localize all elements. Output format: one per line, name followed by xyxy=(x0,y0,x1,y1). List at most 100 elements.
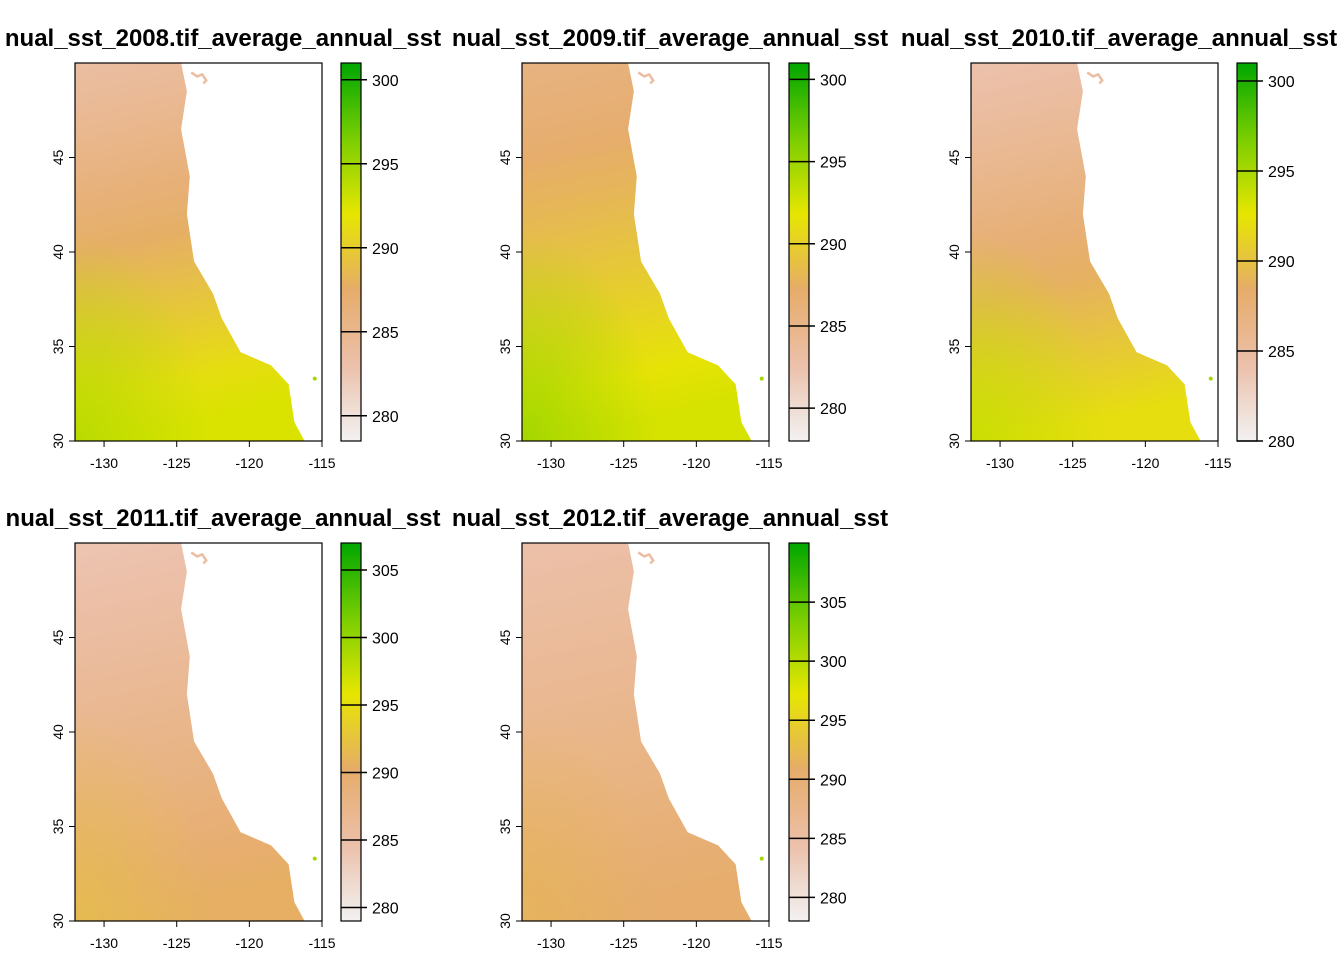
legend-tick-label: 295 xyxy=(820,155,847,172)
y-tick-label: 30 xyxy=(497,913,513,929)
x-tick-label: -115 xyxy=(1205,455,1232,471)
sst-raster-warm-area xyxy=(971,63,1201,441)
x-tick-label: -115 xyxy=(756,455,783,471)
y-tick-label: 45 xyxy=(497,150,513,166)
legend-tick-label: 280 xyxy=(820,401,847,418)
legend-tick-label: 305 xyxy=(372,563,399,580)
x-tick-label: -130 xyxy=(986,455,1014,471)
panel-title: nual_sst_2011.tif_average_annual_sst xyxy=(6,505,441,532)
legend-colorbar: 280 285 290 295 300 305 xyxy=(340,542,399,922)
y-tick-label: 40 xyxy=(497,244,513,260)
legend-bar xyxy=(788,542,810,922)
map-panel-3: nual_sst_2010.tif_average_annual_sst -130… xyxy=(901,25,1337,471)
sst-raster-warm-area xyxy=(522,543,752,921)
x-tick-label: -120 xyxy=(682,935,710,951)
map-panel-4: nual_sst_2011.tif_average_annual_sst -130… xyxy=(6,505,441,951)
legend-tick-label: 290 xyxy=(820,772,847,789)
x-tick-label: -125 xyxy=(610,935,638,951)
legend-colorbar: 280 285 290 295 300 xyxy=(1236,62,1295,451)
sst-raster-warm-area xyxy=(522,63,752,441)
legend-tick-label: 285 xyxy=(820,319,847,336)
y-tick-label: 40 xyxy=(50,724,66,740)
sst-raster-warm-area xyxy=(75,63,305,441)
legend-tick-label: 280 xyxy=(820,890,847,907)
y-tick-label: 30 xyxy=(50,433,66,449)
legend-tick-label: 290 xyxy=(1268,254,1295,271)
inland-water xyxy=(1086,71,1104,85)
salton-sea xyxy=(312,856,317,861)
legend-tick-label: 280 xyxy=(372,409,399,426)
legend-bar xyxy=(340,542,362,922)
legend-tick-label: 285 xyxy=(1268,344,1295,361)
x-tick-label: -130 xyxy=(90,935,118,951)
y-tick-label: 45 xyxy=(946,150,962,166)
legend-bar xyxy=(788,62,810,442)
map-panel-1: nual_sst_2008.tif_average_annual_sst -130… xyxy=(5,25,441,471)
salton-sea xyxy=(312,376,317,381)
legend-tick-label: 290 xyxy=(372,766,399,783)
salton-sea xyxy=(759,376,764,381)
x-tick-label: -125 xyxy=(1059,455,1087,471)
y-tick-label: 40 xyxy=(946,244,962,260)
y-tick-label: 45 xyxy=(50,630,66,646)
y-tick-label: 35 xyxy=(50,339,66,355)
y-tick-label: 40 xyxy=(50,244,66,260)
panel-title: nual_sst_2012.tif_average_annual_sst xyxy=(452,505,888,532)
legend-tick-label: 285 xyxy=(820,831,847,848)
inland-water xyxy=(190,551,208,565)
y-tick-label: 45 xyxy=(50,150,66,166)
legend-colorbar: 280 285 290 295 300 xyxy=(340,62,399,442)
legend-colorbar: 280 285 290 295 300 xyxy=(788,62,847,442)
legend-tick-label: 295 xyxy=(372,157,399,174)
x-tick-label: -130 xyxy=(90,455,118,471)
inland-water xyxy=(637,551,655,565)
y-tick-label: 35 xyxy=(497,339,513,355)
legend-tick-label: 300 xyxy=(372,631,399,648)
panel-title: nual_sst_2008.tif_average_annual_sst xyxy=(5,25,441,52)
y-tick-label: 30 xyxy=(50,913,66,929)
panel-title: nual_sst_2010.tif_average_annual_sst xyxy=(901,25,1337,52)
salton-sea xyxy=(1208,376,1213,381)
y-tick-label: 30 xyxy=(497,433,513,449)
x-tick-label: -125 xyxy=(163,455,191,471)
x-tick-label: -130 xyxy=(537,935,565,951)
x-tick-label: -115 xyxy=(309,455,336,471)
legend-tick-label: 295 xyxy=(372,698,399,715)
legend-tick-label: 300 xyxy=(820,72,847,89)
x-tick-label: -120 xyxy=(1131,455,1159,471)
inland-water xyxy=(637,71,655,85)
legend-tick-label: 300 xyxy=(820,654,847,671)
legend-tick-label: 285 xyxy=(372,833,399,850)
legend-tick-label: 300 xyxy=(372,73,399,90)
x-tick-label: -120 xyxy=(235,935,263,951)
legend-bar xyxy=(340,62,362,442)
salton-sea xyxy=(759,856,764,861)
inland-water xyxy=(190,71,208,85)
legend-tick-label: 290 xyxy=(372,241,399,258)
legend-bar xyxy=(1236,62,1258,442)
y-tick-label: 30 xyxy=(946,433,962,449)
map-panel-5: nual_sst_2012.tif_average_annual_sst -130… xyxy=(452,505,888,951)
legend-tick-label: 290 xyxy=(820,237,847,254)
x-tick-label: -130 xyxy=(537,455,565,471)
x-tick-label: -125 xyxy=(163,935,191,951)
legend-tick-label: 285 xyxy=(372,325,399,342)
legend-tick-label: 295 xyxy=(820,713,847,730)
x-tick-label: -120 xyxy=(682,455,710,471)
y-tick-label: 35 xyxy=(497,819,513,835)
x-tick-label: -115 xyxy=(756,935,783,951)
y-tick-label: 35 xyxy=(946,339,962,355)
sst-raster-warm-area xyxy=(75,543,305,921)
y-tick-label: 45 xyxy=(497,630,513,646)
x-tick-label: -125 xyxy=(610,455,638,471)
y-tick-label: 40 xyxy=(497,724,513,740)
map-panel-2: nual_sst_2009.tif_average_annual_sst -130… xyxy=(452,25,888,471)
legend-colorbar: 280 285 290 295 300 305 xyxy=(788,542,847,922)
legend-tick-label: 280 xyxy=(1268,434,1295,451)
legend-tick-label: 300 xyxy=(1268,74,1295,91)
legend-tick-label: 280 xyxy=(372,901,399,918)
legend-tick-label: 295 xyxy=(1268,164,1295,181)
legend-tick-label: 305 xyxy=(820,595,847,612)
x-tick-label: -120 xyxy=(235,455,263,471)
